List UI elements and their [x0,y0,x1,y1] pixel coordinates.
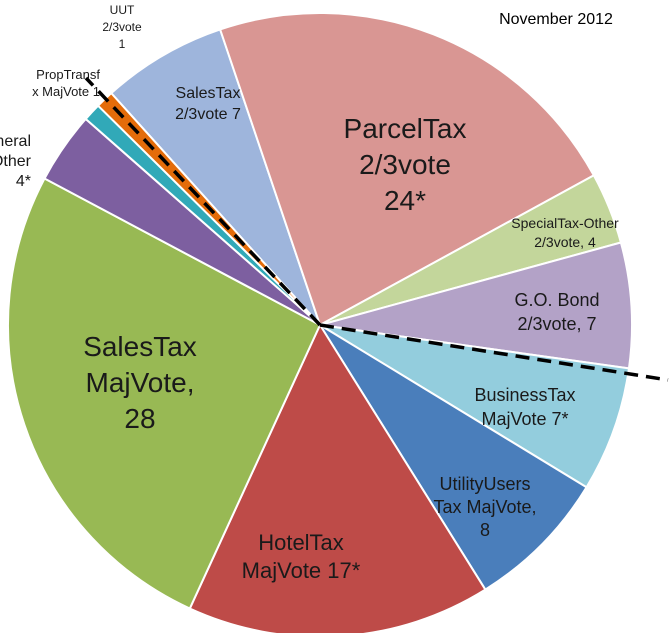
divider-dash [84,76,322,327]
slice-label-line: 2/3vote 7 [175,106,241,123]
slice-label-line: MajVote 7* [481,409,568,429]
pie-slice [319,241,633,370]
slice-label: UUT 2/3vote 1 [102,3,142,51]
slice-label-line: BusinessTax [474,385,575,405]
slice-label: HotelTax MajVote 17* [242,530,361,583]
slice-label: BusinessTax MajVote 7* [474,385,575,429]
slice-label-line: x MajVote 1 [32,84,100,99]
slice-label-line: 2/3vote, 4 [534,234,596,250]
pie-slice [218,11,596,327]
slice-label-line: 24* [384,185,426,216]
divider-line [84,76,669,382]
slice-label-line: PropTransf [36,67,100,82]
slice-label-line: G.O. Bond [514,290,599,310]
slice-label-line: 28 [124,403,155,434]
slice-label: SalesTax MajVote, 28 [83,331,197,434]
chart-title: November 2012 [499,11,613,28]
pie-slice [319,324,631,489]
slice-label-line: x-Other [0,153,32,170]
slice-label-line: SalesTax [83,331,197,362]
slice-label-line: UtilityUsers [439,474,530,494]
slice-labels: SalesTax 2/3vote 7 ParcelTax 2/3vote 24* Spec… [0,3,619,583]
slice-label: eneral x-Other 4* [0,133,32,190]
slice-label-line: HotelTax [258,530,344,555]
pie-slice [109,28,321,326]
pie-slice [7,177,322,610]
slice-label: UtilityUsers Tax MajVote, 8 [433,474,536,540]
slice-label-line: eneral [0,133,31,150]
divider-dash [319,323,669,382]
slice-label-line: UUT [110,3,135,17]
slice-label: SalesTax 2/3vote 7 [175,85,241,123]
slice-label-line: ParcelTax [344,113,467,144]
slice-label-line: SalesTax [176,85,241,102]
pie-slice [188,322,487,633]
pie-slice [319,324,588,591]
slice-label-line: MajVote, [86,367,195,398]
slice-label-line: 2/3vote, 7 [517,314,596,334]
slice-label: ParcelTax 2/3vote 24* [344,113,467,216]
slice-label-line: 8 [480,520,490,540]
slice-label-line: 1 [119,37,126,51]
slice-label: G.O. Bond 2/3vote, 7 [514,290,599,334]
slice-label-line: MajVote 17* [242,558,361,583]
slice-label: PropTransf x MajVote 1 [32,67,100,99]
slice-label-line: SpecialTax-Other [511,215,619,231]
slice-label: SpecialTax-Other 2/3vote, 4 [511,215,619,250]
pie-slices [7,11,633,633]
slice-label-line: Tax MajVote, [433,497,536,517]
slice-label-line: 2/3vote [359,149,451,180]
slice-label-line: 2/3vote [102,20,142,34]
slice-label-line: 4* [16,173,31,190]
